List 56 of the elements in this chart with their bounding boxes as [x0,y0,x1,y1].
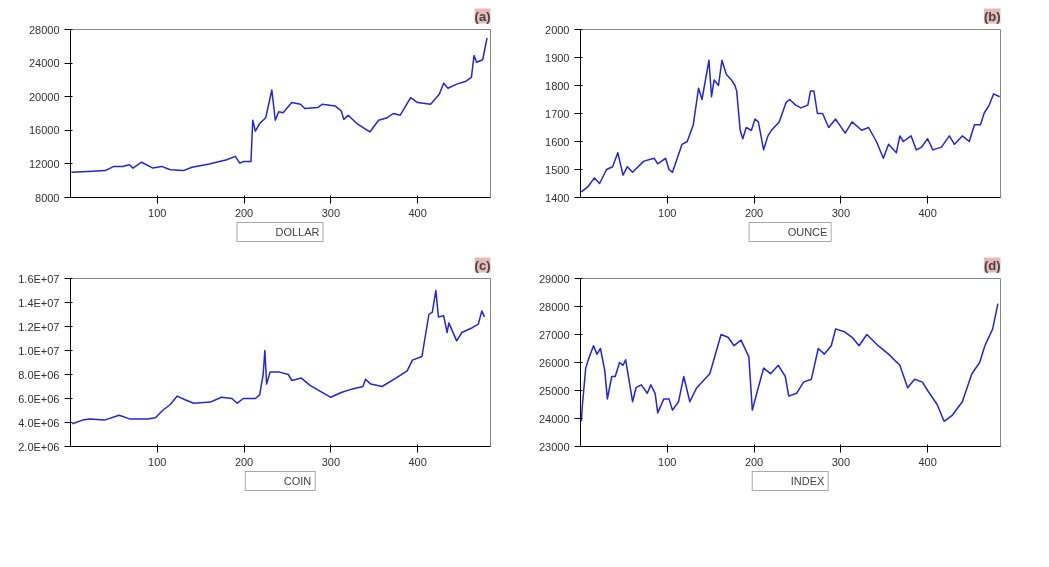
y-tick-label: 1.4E+07 [18,296,60,309]
line-series [71,289,486,425]
x-tick-label: 100 [658,206,677,219]
text: OUNCE [787,226,828,238]
chart-title: (a) [474,8,491,24]
text: COIN [283,475,312,487]
y-tick-label: 24000 [28,57,60,70]
y-tick-label: 16000 [28,124,60,137]
y-tick-label: 20000 [28,90,60,103]
y-tick-label: 2000 [545,23,570,36]
x-tick-label: 300 [321,206,341,219]
y-tick-label: 27000 [538,328,570,341]
chart-title: (b) [983,8,1001,24]
y-tick-label: 6.0E+06 [18,392,60,405]
x-tick-label: 100 [658,455,677,468]
y-tick-label: 25000 [538,384,570,397]
line-series [580,59,1001,193]
y-tick-label: 12000 [28,157,60,170]
y-tick-label: 26000 [538,356,570,369]
y-tick-label: 1400 [545,191,570,204]
y-tick-label: 1.0E+07 [18,344,60,357]
x-tick-label: 400 [918,206,937,219]
x-tick-label: 200 [234,455,254,468]
y-tick-label: 1.6E+07 [18,272,60,285]
line-series [70,37,488,174]
y-tick-label: 23000 [538,440,570,453]
y-tick-label: 4.0E+06 [18,416,60,429]
x-tick-label: 200 [744,206,764,219]
y-tick-label: 1.2E+07 [18,320,60,333]
x-tick-label: 100 [148,206,167,219]
x-tick-label: 200 [744,455,764,468]
y-tick-label: 28000 [28,23,60,36]
x-tick-label: 200 [234,206,254,219]
y-tick-label: 29000 [538,272,570,285]
chart-title: (d) [983,257,1001,273]
x-tick-label: 400 [408,206,427,219]
y-tick-label: 8.0E+06 [18,368,60,381]
line-series [580,302,999,423]
y-tick-label: 1800 [545,79,570,92]
x-tick-label: 300 [831,206,851,219]
y-tick-label: 1700 [545,107,570,120]
chart-title: (c) [474,257,491,273]
y-tick-label: 1500 [545,163,570,176]
text: INDEX [790,475,825,487]
x-tick-label: 400 [918,455,937,468]
y-tick-label: 1900 [545,51,570,64]
x-tick-label: 100 [148,455,167,468]
y-tick-label: 8000 [35,191,60,204]
x-tick-label: 300 [831,455,851,468]
y-tick-label: 28000 [538,300,570,313]
text: DOLLAR [275,226,320,238]
y-tick-label: 1600 [545,135,570,148]
y-tick-label: 24000 [538,412,570,425]
x-tick-label: 400 [408,455,427,468]
x-tick-label: 300 [321,455,341,468]
y-tick-label: 2.0E+06 [18,440,60,453]
